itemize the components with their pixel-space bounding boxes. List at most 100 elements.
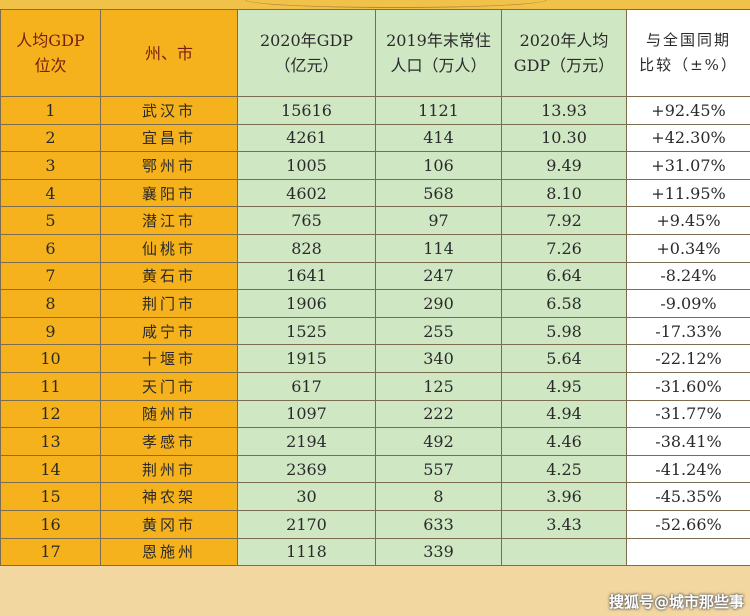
cell-per-capita: 9.49 (501, 151, 627, 180)
table-row: 5 潜江市 765 97 7.92 +9.45% (0, 206, 750, 235)
table-row: 13 孝感市 2194 492 4.46 -38.41% (0, 427, 750, 456)
cell-compare: -41.24% (626, 454, 750, 484)
cell-population: 106 (375, 151, 502, 180)
cell-gdp: 1525 (237, 316, 376, 346)
table-row: 12 随州市 1097 222 4.94 -31.77% (0, 399, 750, 429)
cell-population: 568 (375, 178, 502, 208)
table-row: 17 恩施州 1118 339 (0, 537, 750, 567)
cell-rank: 8 (0, 289, 101, 318)
cell-population: 339 (375, 537, 502, 567)
cell-city: 恩施州 (100, 537, 238, 567)
header-compare: 与全国同期 比较（±%） (626, 9, 750, 97)
cell-per-capita: 13.93 (501, 96, 627, 125)
cell-gdp: 15616 (237, 96, 376, 125)
cell-compare: -22.12% (626, 344, 750, 373)
cell-population: 8 (375, 482, 502, 511)
cell-rank: 14 (0, 454, 101, 484)
table-row: 2 宜昌市 4261 414 10.30 +42.30% (0, 123, 750, 153)
header-gdp-line1: 2020年GDP (259, 31, 354, 50)
cell-population: 1121 (375, 96, 502, 125)
cell-per-capita: 3.96 (501, 482, 627, 511)
table-row: 6 仙桃市 828 114 7.26 +0.34% (0, 233, 750, 263)
cell-population: 557 (375, 454, 502, 484)
cell-city: 咸宁市 (100, 316, 238, 346)
cell-city: 武汉市 (100, 96, 238, 125)
table-row: 3 鄂州市 1005 106 9.49 +31.07% (0, 151, 750, 180)
cell-city: 仙桃市 (100, 233, 238, 263)
cell-population: 492 (375, 427, 502, 456)
header-compare-line1: 与全国同期 (645, 31, 731, 49)
cell-city: 天门市 (100, 371, 238, 401)
cell-city: 孝感市 (100, 427, 238, 456)
cell-rank: 15 (0, 482, 101, 511)
cell-compare: -31.60% (626, 371, 750, 401)
cell-rank: 1 (0, 96, 101, 125)
cell-gdp: 4261 (237, 123, 376, 153)
cell-compare: +0.34% (626, 233, 750, 263)
cell-city: 十堰市 (100, 344, 238, 373)
table-row: 11 天门市 617 125 4.95 -31.60% (0, 371, 750, 401)
table-row: 7 黄石市 1641 247 6.64 -8.24% (0, 261, 750, 291)
cell-gdp: 4602 (237, 178, 376, 208)
header-per-capita-line2: GDP（万元） (513, 56, 615, 75)
cell-per-capita: 4.25 (501, 454, 627, 484)
cell-population: 340 (375, 344, 502, 373)
cell-rank: 9 (0, 316, 101, 346)
cell-rank: 13 (0, 427, 101, 456)
cell-compare: -38.41% (626, 427, 750, 456)
cell-compare: +31.07% (626, 151, 750, 180)
header-per-capita-line1: 2020年人均 (519, 31, 609, 50)
cell-rank: 3 (0, 151, 101, 180)
cell-city: 潜江市 (100, 206, 238, 235)
cell-rank: 6 (0, 233, 101, 263)
cell-per-capita: 5.98 (501, 316, 627, 346)
header-row: 人均GDP 位次 州、市 2020年GDP （亿元） 2019年末常住 人口（万… (0, 9, 750, 97)
cell-gdp: 1005 (237, 151, 376, 180)
cell-population: 290 (375, 289, 502, 318)
cell-rank: 2 (0, 123, 101, 153)
cell-compare: -45.35% (626, 482, 750, 511)
decorative-oval (245, 0, 547, 8)
cell-population: 125 (375, 371, 502, 401)
cell-population: 222 (375, 399, 502, 429)
cell-population: 255 (375, 316, 502, 346)
watermark: 搜狐号@城市那些事 (608, 593, 744, 611)
cell-gdp: 828 (237, 233, 376, 263)
cell-rank: 7 (0, 261, 101, 291)
cell-city: 荆门市 (100, 289, 238, 318)
cell-gdp: 1641 (237, 261, 376, 291)
table-row: 10 十堰市 1915 340 5.64 -22.12% (0, 344, 750, 373)
cell-population: 247 (375, 261, 502, 291)
cell-gdp: 2194 (237, 427, 376, 456)
header-rank-line1: 人均GDP (16, 31, 85, 50)
cell-per-capita: 4.94 (501, 399, 627, 429)
cell-city: 襄阳市 (100, 178, 238, 208)
cell-rank: 5 (0, 206, 101, 235)
cell-compare (626, 537, 750, 567)
cell-population: 633 (375, 509, 502, 539)
header-rank-line2: 位次 (34, 56, 67, 75)
top-strip (0, 0, 750, 9)
cell-rank: 10 (0, 344, 101, 373)
gdp-table: 人均GDP 位次 州、市 2020年GDP （亿元） 2019年末常住 人口（万… (0, 9, 750, 567)
cell-compare: +11.95% (626, 178, 750, 208)
cell-per-capita: 6.64 (501, 261, 627, 291)
cell-rank: 4 (0, 178, 101, 208)
table-row: 4 襄阳市 4602 568 8.10 +11.95% (0, 178, 750, 208)
cell-compare: +42.30% (626, 123, 750, 153)
table-row: 9 咸宁市 1525 255 5.98 -17.33% (0, 316, 750, 346)
header-city: 州、市 (100, 9, 238, 97)
cell-per-capita: 5.64 (501, 344, 627, 373)
table-row: 1 武汉市 15616 1121 13.93 +92.45% (0, 96, 750, 125)
cell-gdp: 1915 (237, 344, 376, 373)
cell-city: 神农架 (100, 482, 238, 511)
cell-gdp: 30 (237, 482, 376, 511)
cell-rank: 16 (0, 509, 101, 539)
table-row: 16 黄冈市 2170 633 3.43 -52.66% (0, 509, 750, 539)
cell-per-capita: 10.30 (501, 123, 627, 153)
cell-per-capita: 6.58 (501, 289, 627, 318)
cell-city: 鄂州市 (100, 151, 238, 180)
header-per-capita: 2020年人均 GDP（万元） (501, 9, 627, 97)
cell-per-capita: 7.92 (501, 206, 627, 235)
header-gdp-line2: （亿元） (274, 56, 339, 75)
